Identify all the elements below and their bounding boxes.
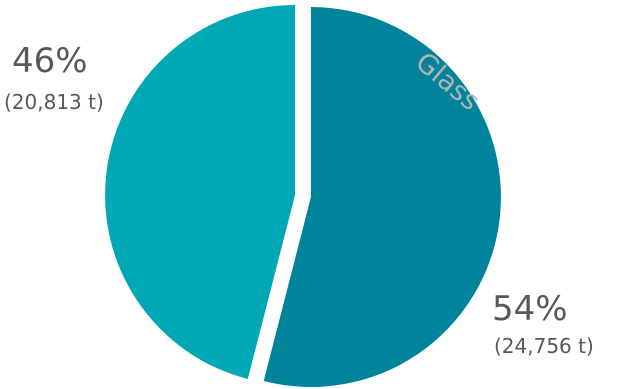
slice-46-percent-label: 46%	[12, 41, 88, 81]
pie-slice-46	[105, 4, 296, 380]
slice-54-percent-label: 54%	[492, 289, 568, 329]
pie-slice-54	[263, 7, 501, 388]
slice-54-amount-label: (24,756 t)	[494, 334, 594, 358]
slice-46-amount-label: (20,813 t)	[4, 90, 104, 114]
